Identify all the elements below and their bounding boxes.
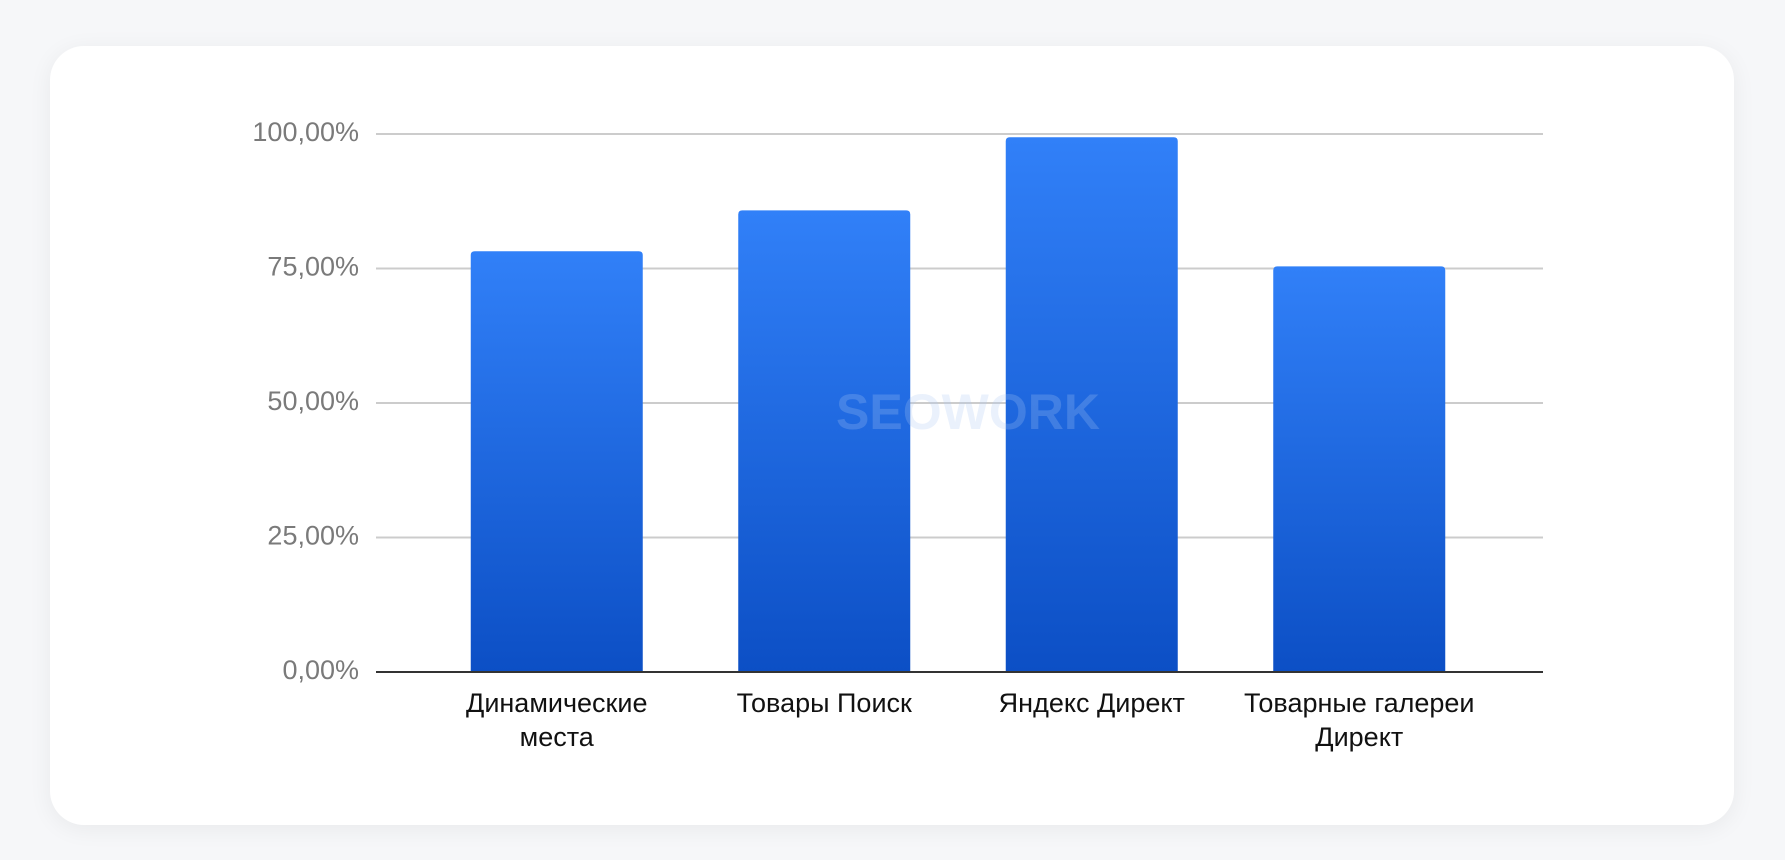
watermark: SEOWORK <box>836 384 1100 440</box>
y-tick-label: 50,00% <box>267 386 359 416</box>
bar <box>1005 137 1178 672</box>
y-tick-label: 100,00% <box>252 117 359 147</box>
y-tick-label: 0,00% <box>282 655 359 685</box>
x-tick-label: Яндекс Директ <box>998 688 1185 718</box>
y-tick-label: 25,00% <box>267 521 359 551</box>
bar <box>1273 266 1446 672</box>
y-tick-label: 75,00% <box>267 252 359 282</box>
x-tick-label: Товары Поиск <box>736 688 912 718</box>
x-tick-label: Товарные галереи Директ <box>1244 688 1475 752</box>
bar <box>470 251 643 672</box>
x-tick-label: Динамические места <box>466 688 648 752</box>
bar <box>738 210 911 672</box>
